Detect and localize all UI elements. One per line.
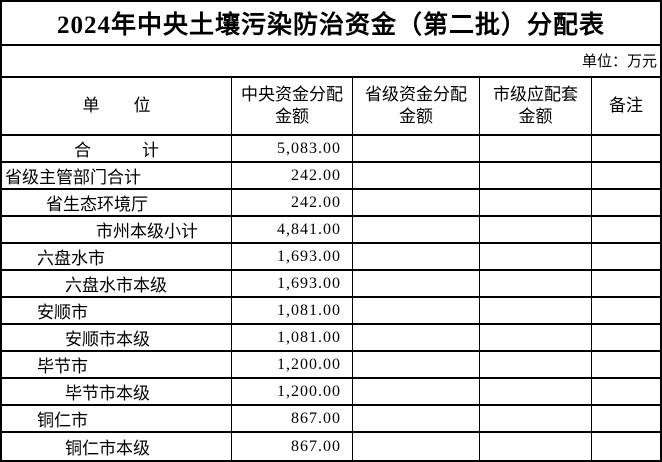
provincial-amount-cell xyxy=(353,352,480,379)
municipal-amount-cell xyxy=(480,433,592,460)
unit-cell: 毕节市 xyxy=(2,352,232,379)
header-remark: 备注 xyxy=(609,95,643,115)
remark-cell xyxy=(592,325,660,352)
provincial-amount-cell xyxy=(353,244,480,271)
provincial-amount-cell xyxy=(353,379,480,406)
unit-cell: 省级主管部门合计 xyxy=(2,163,232,190)
remark-cell xyxy=(592,163,660,190)
header-central-amount: 中央资金分配 金额 xyxy=(232,77,353,134)
header-unit: 单 位 xyxy=(2,77,232,134)
municipal-amount-cell xyxy=(480,325,592,352)
unit-cell: 毕节市本级 xyxy=(2,379,232,406)
remark-cell xyxy=(592,433,660,460)
central-amount-cell: 867.00 xyxy=(232,433,353,460)
unit-cell: 铜仁市 xyxy=(2,406,232,433)
provincial-amount-cell xyxy=(353,406,480,433)
header-municipal-amount: 市级应配套 金额 xyxy=(480,77,592,134)
remark-cell xyxy=(592,406,660,433)
provincial-amount-cell xyxy=(353,163,480,190)
unit-cell: 安顺市 xyxy=(2,298,232,325)
municipal-amount-cell xyxy=(480,379,592,406)
municipal-amount-cell xyxy=(480,163,592,190)
municipal-amount-cell xyxy=(480,298,592,325)
remark-cell xyxy=(592,244,660,271)
remark-cell xyxy=(592,190,660,217)
municipal-amount-cell xyxy=(480,244,592,271)
provincial-amount-cell xyxy=(353,298,480,325)
header-provincial-amount: 省级资金分配 金额 xyxy=(353,77,480,134)
unit-cell: 省生态环境厅 xyxy=(2,190,232,217)
remark-cell xyxy=(592,217,660,244)
table-body: 合 计 5,083.00 省级主管部门合计 242.00 省生态环境厅 242.… xyxy=(2,136,660,460)
central-amount-cell: 4,841.00 xyxy=(232,217,353,244)
unit-cell: 六盘水市本级 xyxy=(2,271,232,298)
central-amount-cell: 242.00 xyxy=(232,163,353,190)
provincial-amount-cell xyxy=(353,190,480,217)
central-amount-cell: 242.00 xyxy=(232,190,353,217)
unit-cell: 安顺市本级 xyxy=(2,325,232,352)
municipal-amount-cell xyxy=(480,217,592,244)
provincial-amount-cell xyxy=(353,271,480,298)
remark-cell xyxy=(592,352,660,379)
central-amount-cell: 1,081.00 xyxy=(232,298,353,325)
unit-cell: 铜仁市本级 xyxy=(2,433,232,460)
remark-cell xyxy=(592,271,660,298)
municipal-amount-cell xyxy=(480,136,592,163)
provincial-amount-cell xyxy=(353,433,480,460)
central-amount-cell: 1,693.00 xyxy=(232,244,353,271)
remark-cell xyxy=(592,298,660,325)
central-amount-cell: 1,200.00 xyxy=(232,379,353,406)
municipal-amount-cell xyxy=(480,190,592,217)
municipal-amount-cell xyxy=(480,406,592,433)
central-amount-cell: 1,200.00 xyxy=(232,352,353,379)
central-amount-cell: 867.00 xyxy=(232,406,353,433)
municipal-amount-cell xyxy=(480,271,592,298)
provincial-amount-cell xyxy=(353,217,480,244)
central-amount-cell: 1,081.00 xyxy=(232,325,353,352)
unit-cell: 合 计 xyxy=(2,136,232,163)
remark-cell xyxy=(592,379,660,406)
unit-cell: 市州本级小计 xyxy=(2,217,232,244)
central-amount-cell: 1,693.00 xyxy=(232,271,353,298)
unit-note: 单位：万元 xyxy=(2,46,660,78)
table-header-row: 单 位 中央资金分配 金额 省级资金分配 金额 市级应配套 金额 备注 xyxy=(2,77,660,136)
provincial-amount-cell xyxy=(353,325,480,352)
municipal-amount-cell xyxy=(480,352,592,379)
table-title: 2024年中央土壤污染防治资金（第二批）分配表 xyxy=(2,2,660,46)
central-amount-cell: 5,083.00 xyxy=(232,136,353,163)
unit-cell: 六盘水市 xyxy=(2,244,232,271)
remark-cell xyxy=(592,136,660,163)
provincial-amount-cell xyxy=(353,136,480,163)
